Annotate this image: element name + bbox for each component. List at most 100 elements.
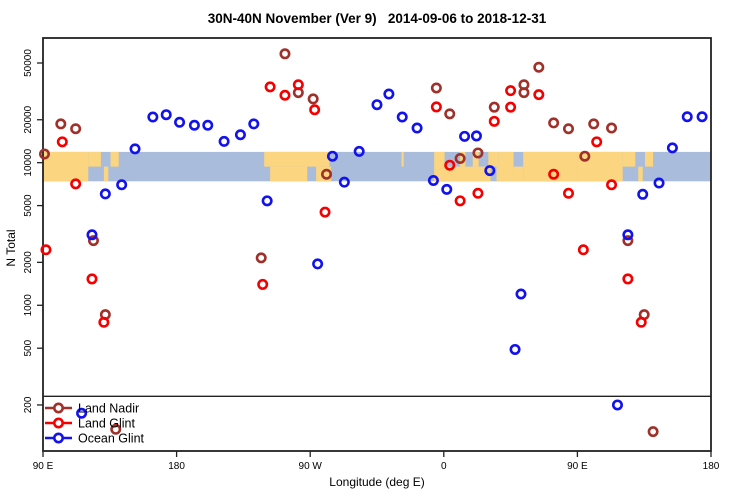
y-tick-label: 20000 (23, 105, 34, 133)
data-point-ocean-glint (396, 111, 408, 123)
x-tick-label: 90 W (299, 461, 323, 472)
data-point-land-glint (309, 104, 321, 116)
y-tick-label: 10000 (23, 148, 34, 176)
data-point-land-nadir (55, 118, 67, 130)
data-point-ocean-glint (261, 195, 273, 207)
data-point-land-glint (622, 273, 634, 285)
y-tick-label: 1000 (23, 294, 34, 317)
data-point-ocean-glint (371, 99, 383, 111)
data-point-land-glint (257, 278, 269, 290)
y-tick-label: 5000 (23, 194, 34, 217)
data-point-land-nadir (38, 148, 50, 160)
map-band-land (644, 151, 654, 167)
data-point-land-glint (606, 179, 618, 191)
data-point-ocean-glint (470, 130, 482, 142)
data-point-land-nadir (279, 48, 291, 60)
x-tick-label: 0 (441, 461, 447, 472)
data-point-land-nadir (518, 87, 530, 99)
data-point-ocean-glint (411, 122, 423, 134)
map-band-land (496, 166, 499, 182)
data-point-ocean-glint (202, 119, 214, 131)
data-point-ocean-glint (174, 116, 186, 128)
map-band-land (460, 151, 466, 167)
data-point-land-nadir (606, 122, 618, 134)
legend-marker (52, 432, 64, 444)
data-point-land-glint (319, 206, 331, 218)
data-point-ocean-glint (312, 258, 324, 270)
x-tick-label: 90 E (33, 461, 54, 472)
data-point-land-nadir (488, 101, 500, 113)
data-point-ocean-glint (622, 229, 634, 241)
data-point-ocean-glint (99, 188, 111, 200)
map-band-land (434, 151, 445, 182)
data-point-land-nadir (87, 235, 99, 247)
data-point-land-glint (86, 273, 98, 285)
data-point-ocean-glint (611, 399, 623, 411)
y-tick-label: 200 (23, 396, 34, 413)
data-point-ocean-glint (76, 407, 88, 419)
data-point-ocean-glint (86, 229, 98, 241)
map-band-land (444, 166, 491, 182)
data-point-ocean-glint (338, 176, 350, 188)
data-point-land-glint (548, 168, 560, 180)
data-point-land-nadir (70, 123, 82, 135)
data-point-ocean-glint (666, 142, 678, 154)
data-point-land-glint (505, 85, 517, 97)
legend-label: Ocean Glint (78, 432, 145, 446)
map-band-land (498, 151, 514, 182)
x-tick-label: 180 (168, 461, 185, 472)
map-band-land (270, 166, 308, 182)
data-point-land-glint (444, 159, 456, 171)
legend-marker (52, 402, 64, 414)
data-point-ocean-glint (441, 183, 453, 195)
map-band-land (577, 151, 623, 182)
data-point-land-nadir (579, 150, 591, 162)
data-point-land-glint (279, 89, 291, 101)
data-point-land-glint (591, 136, 603, 148)
legend-label: Land Nadir (78, 402, 139, 416)
data-point-land-glint (40, 244, 52, 256)
map-band-land (88, 151, 101, 167)
data-point-ocean-glint (515, 288, 527, 300)
map-band-land (622, 151, 636, 167)
map-band-land (264, 151, 330, 167)
data-point-ocean-glint (129, 143, 141, 155)
data-point-land-glint (70, 178, 82, 190)
data-point-land-nadir (548, 117, 560, 129)
data-point-ocean-glint (353, 145, 365, 157)
map-band-land (401, 151, 404, 167)
x-axis-label: Longitude (deg E) (329, 475, 425, 489)
data-point-land-nadir (307, 93, 319, 105)
data-point-land-nadir (588, 118, 600, 130)
map-band-land (110, 151, 119, 167)
data-point-land-glint (430, 101, 442, 113)
data-point-ocean-glint (696, 111, 708, 123)
data-point-land-nadir (110, 423, 122, 435)
x-tick-label: 90 E (567, 461, 588, 472)
legend-label: Land Glint (78, 417, 136, 431)
legend-marker (52, 417, 64, 429)
data-point-land-glint (292, 79, 304, 91)
x-tick-label: 180 (703, 461, 720, 472)
y-tick-label: 50000 (23, 49, 34, 77)
data-point-land-glint (488, 115, 500, 127)
y-tick-label: 500 (23, 339, 34, 356)
data-point-ocean-glint (234, 129, 246, 141)
data-point-ocean-glint (383, 88, 395, 100)
map-band-land (103, 166, 109, 182)
map-band-land (638, 166, 643, 182)
data-point-land-nadir (622, 235, 634, 247)
data-point-land-glint (454, 195, 466, 207)
data-point-land-glint (533, 89, 545, 101)
data-point-land-glint (562, 187, 574, 199)
data-point-ocean-glint (427, 174, 439, 186)
plot-border (42, 37, 712, 452)
data-point-land-nadir (430, 82, 442, 94)
data-point-land-glint (577, 244, 589, 256)
data-point-ocean-glint (637, 188, 649, 200)
y-tick-label: 2000 (23, 251, 34, 274)
data-point-ocean-glint (653, 177, 665, 189)
data-point-land-glint (264, 81, 276, 93)
data-point-land-glint (505, 101, 517, 113)
